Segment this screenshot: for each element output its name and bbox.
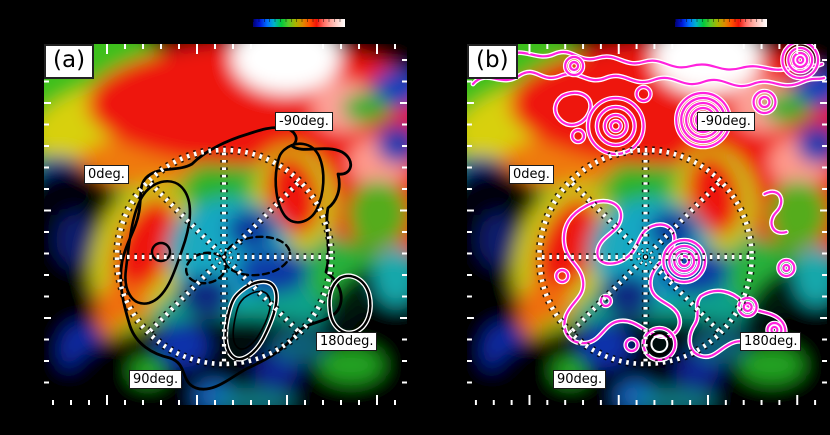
axis-ticks	[44, 44, 407, 405]
contours-b	[470, 44, 827, 363]
angle-label: 90deg.	[129, 370, 183, 389]
panel-label-a: (a)	[44, 44, 95, 79]
heatmap-b	[467, 44, 827, 405]
sector-wheel	[113, 146, 335, 368]
panel-b-map: (b) 0deg. -90deg. 180deg. 90deg.	[467, 44, 827, 405]
angle-label: 180deg.	[316, 332, 378, 351]
panel-label-b: (b)	[467, 44, 518, 79]
colorbar-b	[675, 19, 767, 27]
angle-label: -90deg.	[697, 112, 755, 131]
angle-label: 90deg.	[553, 370, 607, 389]
panel-a-map: (a) 0deg. -90deg. 180deg. 90deg.	[44, 44, 407, 405]
angle-label: -90deg.	[275, 112, 333, 131]
angle-label: 0deg.	[509, 165, 554, 184]
angle-label: 180deg.	[740, 332, 802, 351]
heatmap-a	[44, 44, 407, 405]
colorbar-a	[253, 19, 345, 27]
angle-label: 0deg.	[84, 165, 129, 184]
